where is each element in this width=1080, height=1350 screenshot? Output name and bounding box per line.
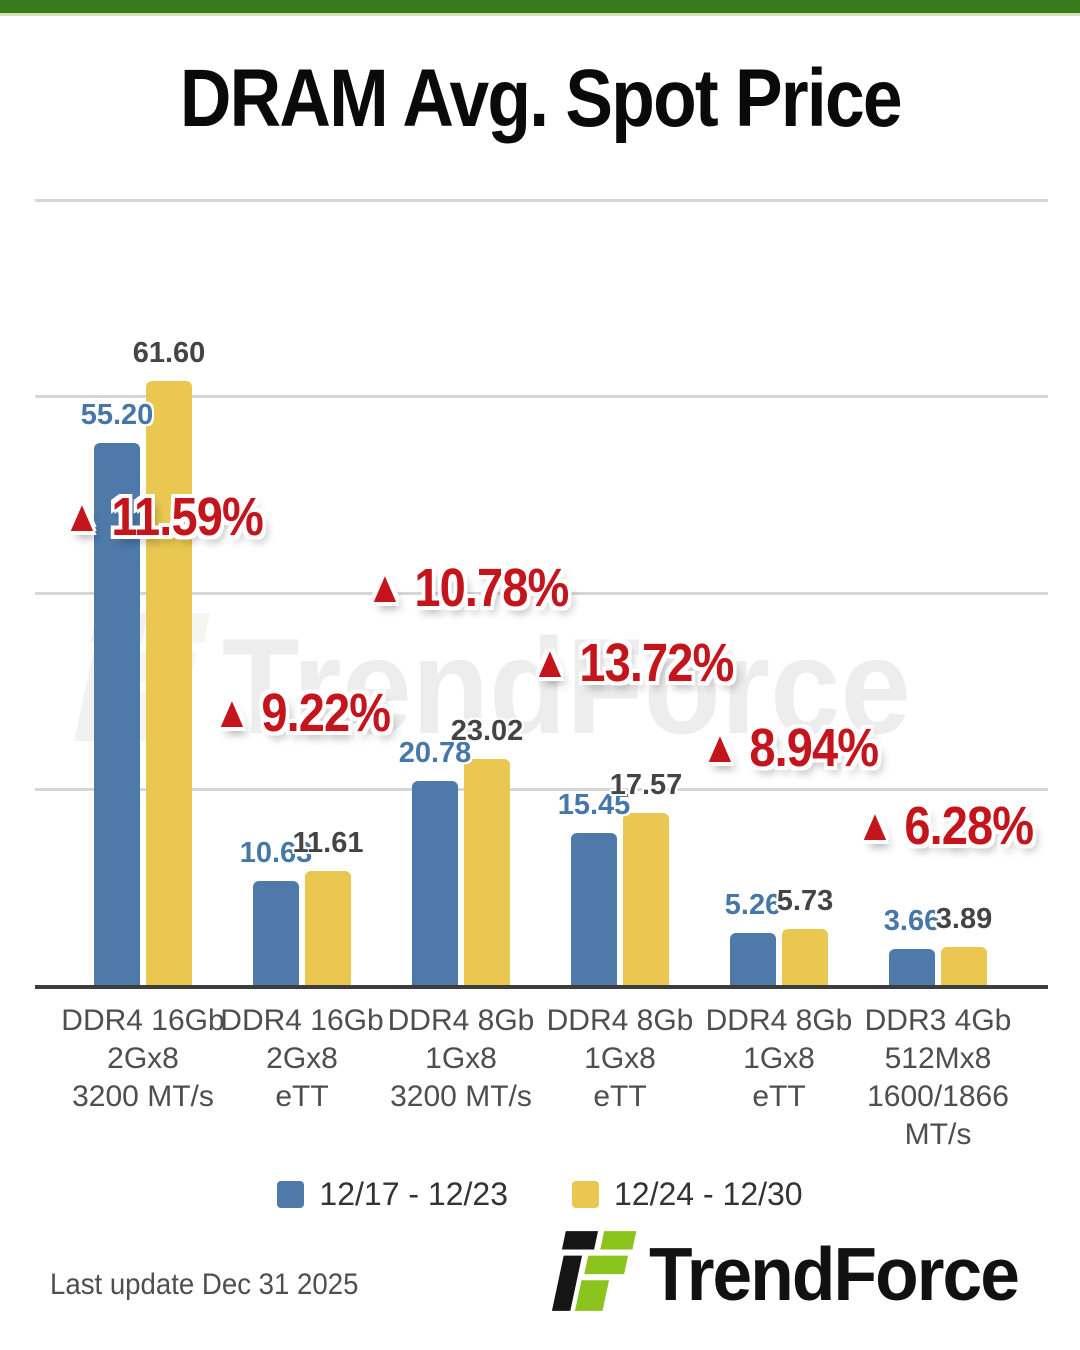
x-axis-category-label: DDR4 8Gb 1Gx8 eTT xyxy=(532,1002,708,1116)
category-line: 3200 MT/s xyxy=(72,1080,214,1113)
bar-period2 xyxy=(146,380,192,985)
x-axis-line xyxy=(35,985,1048,989)
chart-legend: 12/17 - 12/23 12/24 - 12/30 xyxy=(0,1176,1080,1213)
x-axis-category-label: DDR4 8Gb 1Gx8 eTT xyxy=(691,1002,867,1116)
last-update-text: Last update Dec 31 2025 xyxy=(50,1268,359,1301)
bar-value-label: 5.73 xyxy=(776,884,834,917)
gridline xyxy=(35,395,1048,399)
category-line: DDR4 8Gb xyxy=(546,1004,694,1037)
change-badge: ▲ 13.72% xyxy=(531,633,734,693)
category-line: eTT xyxy=(275,1080,329,1113)
brand-name: TrendForce xyxy=(649,1231,1020,1316)
bar-value-label: 3.89 xyxy=(935,902,993,935)
change-badge: ▲ 10.78% xyxy=(366,558,569,618)
category-line: 2Gx8 xyxy=(266,1042,338,1075)
change-percent: 9.22% xyxy=(261,683,391,743)
category-line: 512Mx8 xyxy=(884,1042,992,1075)
bar-value-label: 5.26 xyxy=(724,889,782,922)
change-badge: ▲ 8.94% xyxy=(701,718,879,778)
category-line: DDR4 16Gb xyxy=(220,1004,384,1037)
bar-period2 xyxy=(941,946,987,985)
change-percent: 8.94% xyxy=(749,718,879,778)
category-line: eTT xyxy=(593,1080,647,1113)
change-badge: ▲ 9.22% xyxy=(213,683,391,743)
category-line: 2Gx8 xyxy=(107,1042,179,1075)
watermark-text: TrendForce xyxy=(222,610,911,762)
legend-label: 12/17 - 12/23 xyxy=(319,1176,508,1212)
bar-period1 xyxy=(730,933,776,985)
bar-period1 xyxy=(571,833,617,985)
change-percent: 11.59% xyxy=(111,487,263,547)
bar-value-label: 15.45 xyxy=(557,789,631,822)
legend-swatch-yellow xyxy=(572,1181,599,1208)
bar-period1 xyxy=(253,880,299,985)
category-line: DDR4 16Gb xyxy=(61,1004,225,1037)
legend-swatch-blue xyxy=(277,1181,305,1208)
category-line: eTT xyxy=(752,1080,806,1113)
up-triangle-icon: ▲ xyxy=(213,688,251,737)
title-wrap: DRAM Avg. Spot Price xyxy=(0,52,1080,146)
category-line: 1Gx8 xyxy=(425,1042,497,1075)
bar-period2 xyxy=(782,928,828,985)
bar-value-label: 11.61 xyxy=(292,827,364,860)
legend-label: 12/24 - 12/30 xyxy=(614,1176,803,1212)
up-triangle-icon: ▲ xyxy=(531,638,569,687)
trendforce-brand: TrendForce xyxy=(545,1228,1037,1319)
bar-period1 xyxy=(94,443,140,985)
up-triangle-icon: ▲ xyxy=(63,492,101,541)
category-line: DDR4 8Gb xyxy=(387,1004,535,1037)
bar-period1 xyxy=(889,949,935,985)
bar-period1 xyxy=(412,781,458,985)
green-header-band xyxy=(0,0,1080,16)
bar-period2 xyxy=(305,871,351,985)
page-title: DRAM Avg. Spot Price xyxy=(179,53,903,144)
category-line: 1Gx8 xyxy=(584,1042,656,1075)
up-triangle-icon: ▲ xyxy=(701,723,739,772)
legend-item-period1: 12/17 - 12/23 xyxy=(277,1176,508,1213)
x-axis-category-label: DDR4 8Gb 1Gx8 3200 MT/s xyxy=(373,1002,549,1116)
bar-period2 xyxy=(623,812,669,985)
change-badge: ▲ 6.28% xyxy=(856,796,1034,856)
bar-value-label: 61.60 xyxy=(132,336,206,369)
category-line: 1Gx8 xyxy=(743,1042,815,1075)
gridline xyxy=(35,199,1048,202)
bar-value-label: 23.02 xyxy=(450,715,524,748)
category-line: DDR4 8Gb xyxy=(705,1004,853,1037)
change-percent: 13.72% xyxy=(579,633,734,693)
trendforce-logo-icon xyxy=(545,1228,637,1319)
bar-value-label: 20.78 xyxy=(398,737,472,770)
up-triangle-icon: ▲ xyxy=(856,801,894,850)
change-percent: 6.28% xyxy=(904,796,1034,856)
x-axis-category-label: DDR3 4Gb 512Mx8 1600/1866 MT/s xyxy=(850,1002,1026,1154)
gridline xyxy=(35,591,1048,595)
change-badge: ▲ 11.59% xyxy=(63,487,264,547)
x-axis-category-label: DDR4 16Gb 2Gx8 eTT xyxy=(214,1002,390,1116)
category-line: DDR3 4Gb xyxy=(864,1004,1012,1037)
x-axis-category-label: DDR4 16Gb 2Gx8 3200 MT/s xyxy=(55,1002,231,1116)
category-line: 1600/1866 xyxy=(867,1080,1009,1113)
change-percent: 10.78% xyxy=(414,558,569,618)
bar-value-label: 10.63 xyxy=(239,836,313,869)
up-triangle-icon: ▲ xyxy=(366,563,404,612)
bar-value-label: 3.66 xyxy=(883,905,941,938)
gridline xyxy=(35,787,1048,791)
bar-value-label: 55.20 xyxy=(80,399,154,432)
bar-value-label: 17.57 xyxy=(609,768,683,801)
bar-period2 xyxy=(464,759,510,985)
category-line: 3200 MT/s xyxy=(390,1080,532,1113)
category-line: MT/s xyxy=(904,1118,972,1151)
legend-item-period2: 12/24 - 12/30 xyxy=(572,1176,803,1213)
